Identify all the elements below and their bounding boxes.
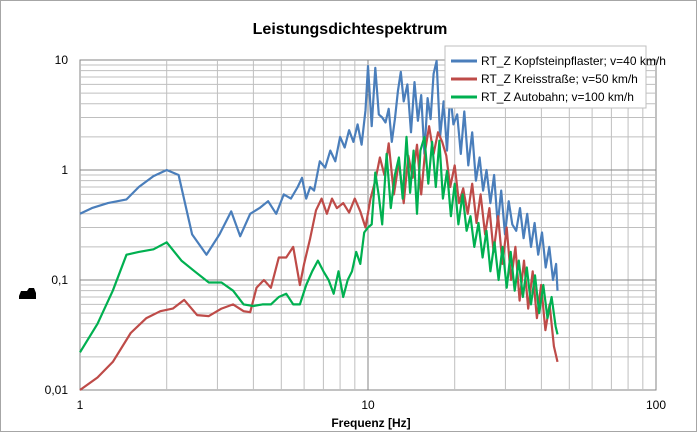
y-axis-icon	[19, 288, 36, 299]
x-axis-title: Frequenz [Hz]	[331, 416, 410, 430]
legend: RT_Z Kopfsteinpflaster; v=40 km/h RT_Z Kr…	[444, 45, 666, 109]
x-tick-label: 1	[77, 398, 84, 412]
legend-label-2: RT_Z Kreisstraße; v=50 km/h	[481, 72, 638, 86]
legend-label-1: RT_Z Kopfsteinpflaster; v=40 km/h	[481, 54, 666, 68]
y-tick-label: 0,1	[51, 273, 68, 287]
series-group	[79, 59, 559, 391]
y-tick-label: 0,01	[45, 383, 69, 397]
legend-label-3: RT_Z Autobahn; v=100 km/h	[481, 90, 634, 104]
legend-box	[444, 45, 647, 109]
grid	[80, 60, 656, 390]
y-tick-label: 10	[55, 53, 69, 67]
x-tick-label: 10	[361, 398, 375, 412]
series-line-3	[79, 135, 559, 353]
y-tick-label: 1	[61, 163, 68, 177]
chart-title: Leistungsdichtespektrum	[253, 21, 448, 38]
x-tick-label: 100	[646, 398, 666, 412]
axis-ticks: 1 10 100 0,01 0,1 1 10	[45, 53, 667, 412]
